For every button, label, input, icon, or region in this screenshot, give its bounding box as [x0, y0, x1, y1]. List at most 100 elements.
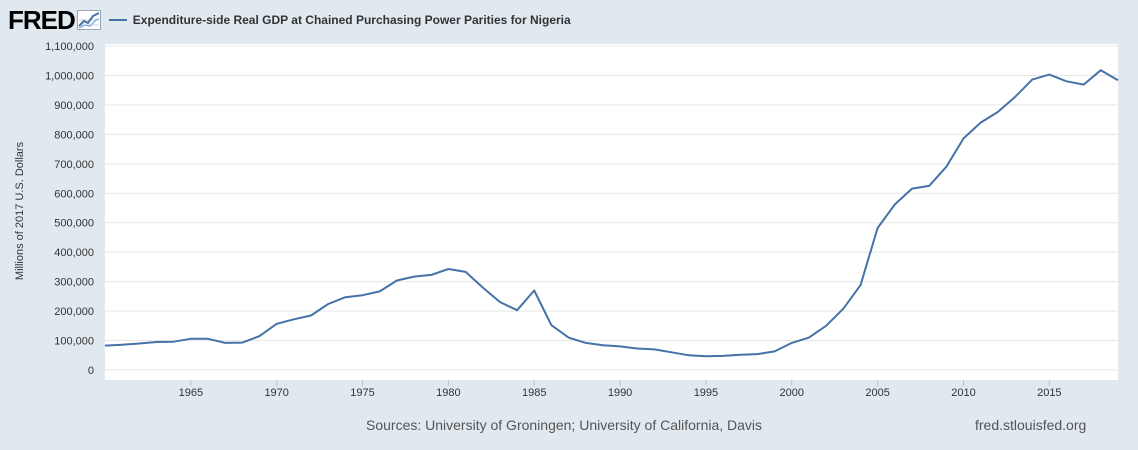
data-point — [585, 342, 587, 344]
y-tick-label: 800,000 — [54, 129, 94, 141]
data-point — [1014, 96, 1016, 98]
data-point — [516, 309, 518, 311]
y-axis-label: Millions of 2017 U.S. Dollars — [14, 141, 26, 281]
data-point — [224, 342, 226, 344]
data-point — [653, 348, 655, 350]
y-axis-ticks: 0 100,000 200,000 300,000 400,000 500,000 600,… — [45, 41, 94, 377]
data-point — [842, 308, 844, 310]
data-point — [1083, 84, 1085, 86]
site-link[interactable]: fred.stlouisfed.org — [975, 417, 1087, 433]
data-point — [859, 284, 861, 286]
data-point — [774, 350, 776, 352]
data-point — [190, 338, 192, 340]
data-point — [1031, 79, 1033, 81]
data-point — [962, 137, 964, 139]
data-point — [241, 342, 243, 344]
line-chart-icon — [76, 10, 101, 30]
y-tick-label: 400,000 — [54, 247, 94, 259]
data-point — [722, 355, 724, 357]
chart-legend[interactable]: Expenditure-side Real GDP at Chained Pur… — [108, 13, 571, 27]
data-point — [808, 337, 810, 339]
series-line[interactable] — [104, 69, 1119, 358]
y-tick-label: 1,000,000 — [45, 70, 94, 82]
y-tick-label: 1,100,000 — [45, 41, 94, 53]
data-point — [413, 276, 415, 278]
data-point — [362, 294, 364, 296]
y-tick-label: 500,000 — [54, 218, 94, 230]
data-point — [173, 341, 175, 343]
fred-logo-text: FRED — [8, 4, 76, 35]
x-axis-ticks: 1965 1970 1975 1980 1985 1990 1995 2000 2005 2010… — [179, 380, 1062, 399]
y-tick-label: 300,000 — [54, 277, 94, 289]
data-point — [499, 301, 501, 303]
data-point — [465, 271, 467, 273]
sources-text: Sources: University of Groningen; Univer… — [366, 417, 763, 433]
y-tick-label: 600,000 — [54, 188, 94, 200]
data-point — [447, 268, 449, 270]
data-point — [791, 342, 793, 344]
data-point — [310, 315, 312, 317]
data-point — [756, 353, 758, 355]
data-point — [911, 188, 913, 190]
data-point — [568, 337, 570, 339]
data-point — [104, 345, 106, 347]
data-point — [928, 185, 930, 187]
x-tick-label: 2015 — [1037, 387, 1061, 399]
x-tick-label: 1985 — [522, 387, 546, 399]
x-tick-label: 1990 — [608, 387, 632, 399]
data-point — [482, 287, 484, 289]
y-tick-label: 700,000 — [54, 159, 94, 171]
data-point — [945, 166, 947, 168]
data-point — [430, 274, 432, 276]
grid-lines — [105, 45, 1118, 371]
data-point — [894, 203, 896, 205]
x-tick-label: 1975 — [350, 387, 374, 399]
x-tick-label: 1965 — [179, 387, 203, 399]
data-point — [636, 347, 638, 349]
data-point — [1048, 74, 1050, 76]
data-point — [550, 324, 552, 326]
chart-header: FRED Expenditure-side Real GDP at Chaine… — [8, 5, 571, 36]
y-tick-label: 900,000 — [54, 100, 94, 112]
data-point — [1065, 80, 1067, 82]
data-point — [705, 355, 707, 357]
data-point — [344, 296, 346, 298]
data-point — [276, 323, 278, 325]
x-tick-label: 2010 — [951, 387, 975, 399]
data-point — [156, 341, 158, 343]
data-point — [825, 325, 827, 327]
data-point — [207, 338, 209, 340]
data-point — [1117, 79, 1119, 81]
data-point — [619, 345, 621, 347]
y-axis-label-container: Millions of 2017 U.S. Dollars — [12, 44, 28, 378]
data-point — [293, 318, 295, 320]
y-tick-label: 200,000 — [54, 306, 94, 318]
legend-label: Expenditure-side Real GDP at Chained Pur… — [132, 13, 571, 27]
data-point — [533, 289, 535, 291]
data-point — [739, 354, 741, 356]
data-point — [379, 290, 381, 292]
x-tick-label: 2005 — [865, 387, 889, 399]
plot-area — [105, 44, 1118, 380]
y-tick-label: 0 — [88, 365, 94, 377]
data-point — [138, 342, 140, 344]
data-point — [671, 351, 673, 353]
data-point — [602, 344, 604, 346]
x-tick-label: 2000 — [780, 387, 804, 399]
data-point — [688, 354, 690, 356]
legend-swatch — [108, 19, 127, 21]
data-point — [327, 303, 329, 305]
x-tick-label: 1970 — [264, 387, 288, 399]
x-tick-label: 1980 — [436, 387, 460, 399]
data-point — [396, 279, 398, 281]
data-point — [1100, 69, 1102, 71]
data-point — [980, 122, 982, 124]
y-tick-label: 100,000 — [54, 336, 94, 348]
data-point — [877, 227, 879, 229]
data-point — [121, 344, 123, 346]
data-point — [997, 111, 999, 113]
x-tick-label: 1995 — [694, 387, 718, 399]
fred-logo[interactable]: FRED — [8, 5, 101, 36]
data-point — [259, 335, 261, 337]
